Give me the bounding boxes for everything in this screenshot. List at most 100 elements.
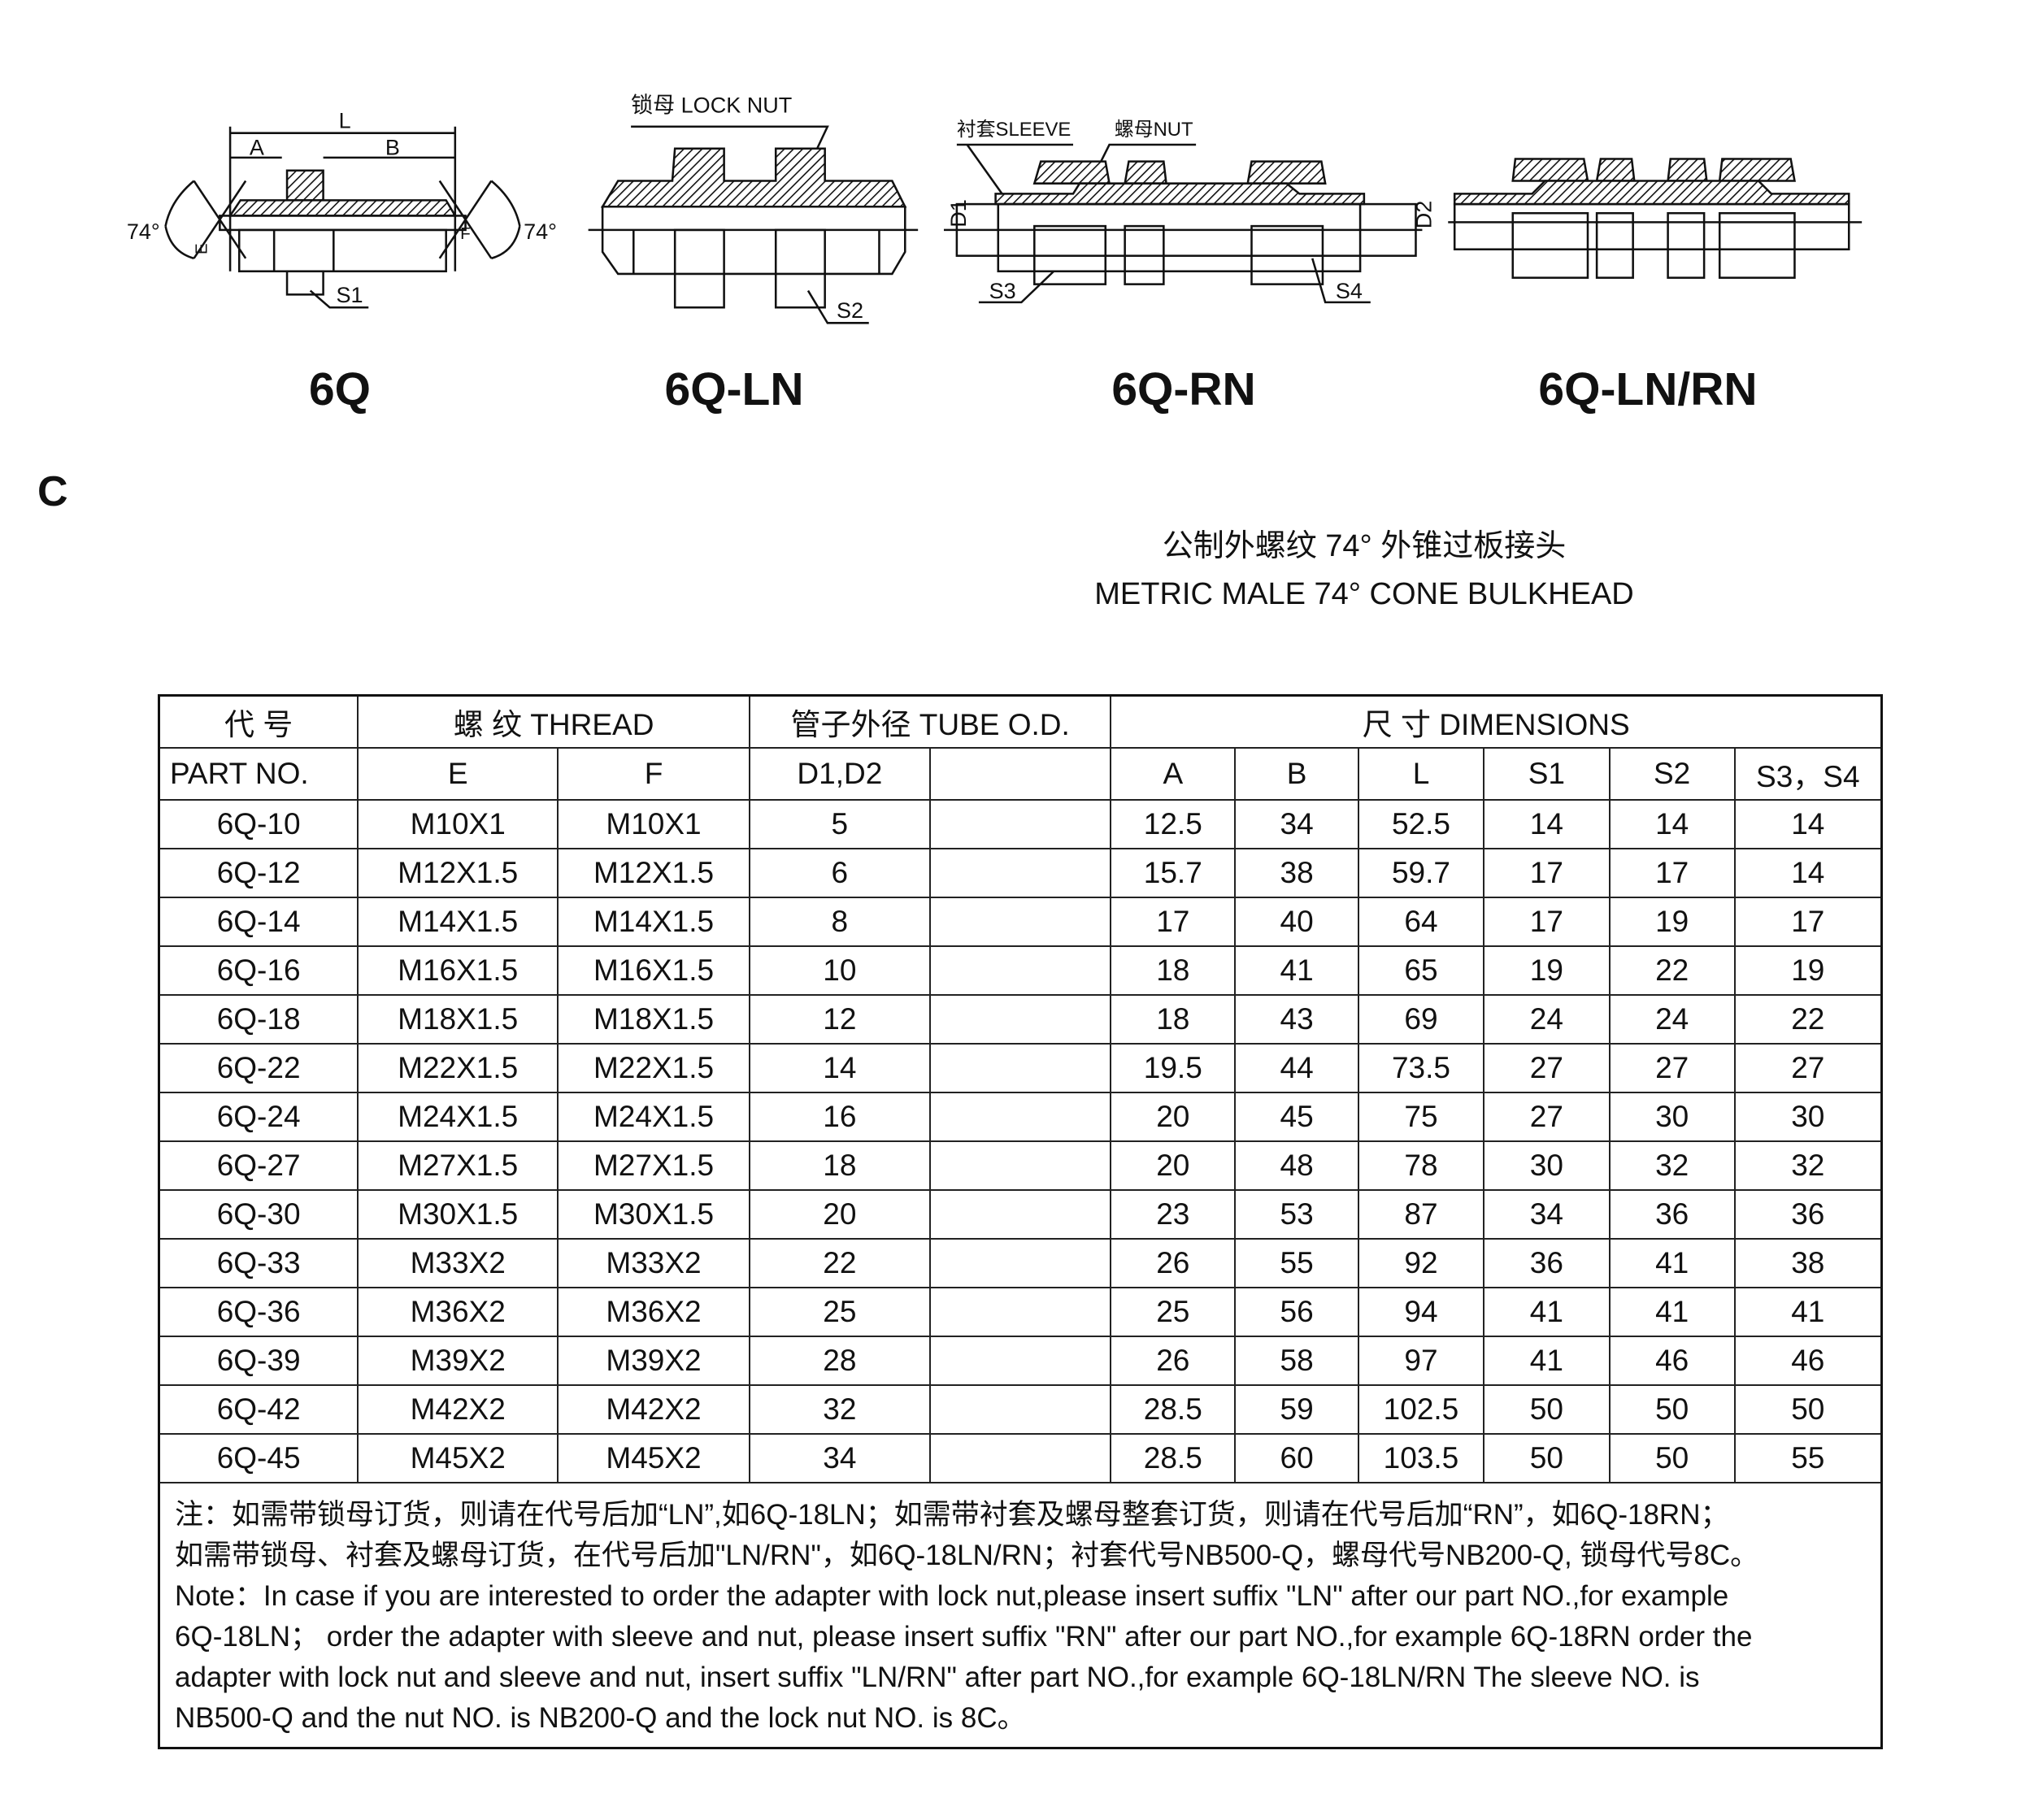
table-cell: 38 bbox=[1733, 1238, 1883, 1288]
table-cell: 78 bbox=[1358, 1140, 1484, 1191]
table-row: 6Q-18 M18X1.5 M18X1.5 12 18 43 69 24 24 22 bbox=[158, 994, 1883, 1045]
table-cell: 14 bbox=[1733, 848, 1883, 898]
table-cell: 6Q-42 bbox=[158, 1384, 359, 1435]
table-cell: M12X1.5 bbox=[557, 848, 750, 898]
label-F: F bbox=[460, 224, 471, 243]
table-cell: 6 bbox=[748, 848, 931, 898]
label-B: B bbox=[385, 136, 400, 160]
table-cell: 50 bbox=[1733, 1384, 1883, 1435]
table-cell: 41 bbox=[1608, 1238, 1736, 1288]
table-cell bbox=[928, 1043, 1112, 1093]
table-cell: 75 bbox=[1358, 1092, 1484, 1142]
label-D2: D2 bbox=[1412, 201, 1437, 229]
table-cell: 18 bbox=[1110, 994, 1237, 1045]
table-cell: 6Q-16 bbox=[158, 945, 359, 996]
table-cell: 59 bbox=[1234, 1384, 1360, 1435]
table-cell: 34 bbox=[748, 1433, 931, 1483]
table-cell: 26 bbox=[1110, 1238, 1237, 1288]
table-cell: M42X2 bbox=[557, 1384, 750, 1435]
label-E: E bbox=[192, 243, 211, 254]
table-cell: 69 bbox=[1358, 994, 1484, 1045]
label-D1: D1 bbox=[946, 199, 971, 228]
table-cell: 6Q-33 bbox=[158, 1238, 359, 1288]
table-cell: 59.7 bbox=[1358, 848, 1484, 898]
table-cell: 43 bbox=[1234, 994, 1360, 1045]
table-cell: 14 bbox=[1482, 799, 1611, 849]
table-cell: M10X1 bbox=[357, 799, 559, 849]
table-cell: 18 bbox=[748, 1140, 931, 1191]
table-cell bbox=[928, 799, 1112, 849]
table-cell: 20 bbox=[748, 1189, 931, 1240]
table-cell: M16X1.5 bbox=[557, 945, 750, 996]
table-cell: 30 bbox=[1733, 1092, 1883, 1142]
table-cell: 40 bbox=[1234, 897, 1360, 947]
table-row: 6Q-14 M14X1.5 M14X1.5 8 17 40 64 17 19 17 bbox=[158, 897, 1883, 947]
drawing-6q-ln: 锁母 LOCK NUT S2 bbox=[588, 93, 919, 324]
table-cell: 6Q-12 bbox=[158, 848, 359, 898]
table-cell: M14X1.5 bbox=[557, 897, 750, 947]
table-cell: 22 bbox=[748, 1238, 931, 1288]
table-cell bbox=[928, 897, 1112, 947]
table-cell: 6Q-10 bbox=[158, 799, 359, 849]
table-cell: M42X2 bbox=[357, 1384, 559, 1435]
table-cell: 6Q-18 bbox=[158, 994, 359, 1045]
table-cell: 56 bbox=[1234, 1287, 1360, 1337]
header-f: F bbox=[557, 747, 750, 801]
table-cell: 14 bbox=[1733, 799, 1883, 849]
table-cell: 28.5 bbox=[1110, 1384, 1237, 1435]
header-s2: S2 bbox=[1608, 747, 1736, 801]
table-cell: 22 bbox=[1733, 994, 1883, 1045]
label-S1: S1 bbox=[337, 283, 363, 307]
table-cell bbox=[928, 1336, 1112, 1386]
table-cell: 5 bbox=[748, 799, 931, 849]
table-cell: 17 bbox=[1733, 897, 1883, 947]
table-cell: 19 bbox=[1482, 945, 1611, 996]
table-cell: 20 bbox=[1110, 1092, 1237, 1142]
table-cell: M22X1.5 bbox=[357, 1043, 559, 1093]
table-cell: 50 bbox=[1608, 1384, 1736, 1435]
table-row: 6Q-39 M39X2 M39X2 28 26 58 97 41 46 46 bbox=[158, 1336, 1883, 1386]
table-cell: 102.5 bbox=[1358, 1384, 1484, 1435]
table-cell: 28 bbox=[748, 1336, 931, 1386]
table-cell: M36X2 bbox=[357, 1287, 559, 1337]
table-cell: 23 bbox=[1110, 1189, 1237, 1240]
label-nut: 螺母NUT bbox=[1115, 119, 1193, 141]
table-cell: 6Q-45 bbox=[158, 1433, 359, 1483]
label-sleeve: 衬套SLEEVE bbox=[957, 119, 1071, 141]
table-cell: 18 bbox=[1110, 945, 1237, 996]
table-cell: 27 bbox=[1482, 1043, 1611, 1093]
header-dimensions: 尺 寸 DIMENSIONS bbox=[1110, 694, 1883, 749]
table-cell: M33X2 bbox=[357, 1238, 559, 1288]
table-row: 6Q-24 M24X1.5 M24X1.5 16 20 45 75 27 30 30 bbox=[158, 1092, 1883, 1142]
table-cell: 32 bbox=[1608, 1140, 1736, 1191]
table-cell: 41 bbox=[1482, 1336, 1611, 1386]
table-cell bbox=[928, 1433, 1112, 1483]
table-cell: M10X1 bbox=[557, 799, 750, 849]
table-cell: M45X2 bbox=[557, 1433, 750, 1483]
header-tube-od: 管子外径 TUBE O.D. bbox=[748, 694, 1112, 749]
table-cell: 10 bbox=[748, 945, 931, 996]
table-cell bbox=[928, 848, 1112, 898]
note-line: NB500-Q and the nut NO. is NB200-Q and t… bbox=[175, 1702, 1026, 1734]
table-cell: 27 bbox=[1733, 1043, 1883, 1093]
header-row-2: PART NO. E F D1,D2 A B L S1 S2 S3，S4 bbox=[158, 747, 1883, 801]
note-line: 注：如需带锁母订货，则请在代号后加“LN”,如6Q-18LN；如需带衬套及螺母整… bbox=[175, 1499, 1729, 1531]
label-S2: S2 bbox=[837, 298, 863, 323]
title-english: METRIC MALE 74° CONE BULKHEAD bbox=[1094, 577, 1634, 611]
note-line: Note：In case if you are interested to or… bbox=[175, 1580, 1729, 1612]
dimensions-table: 代 号 螺 纹 THREAD 管子外径 TUBE O.D. 尺 寸 DIMENS… bbox=[158, 694, 1883, 1749]
header-l: L bbox=[1358, 747, 1484, 801]
label-angle-left: 74° bbox=[127, 219, 160, 244]
table-cell bbox=[928, 945, 1112, 996]
table-cell: M27X1.5 bbox=[557, 1140, 750, 1191]
table-cell: 41 bbox=[1733, 1287, 1883, 1337]
table-cell: 32 bbox=[1733, 1140, 1883, 1191]
note-line: 6Q-18LN； order the adapter with sleeve a… bbox=[175, 1621, 1753, 1653]
table-cell: 41 bbox=[1234, 945, 1360, 996]
table-row: 6Q-10 M10X1 M10X1 5 12.5 34 52.5 14 14 14 bbox=[158, 799, 1883, 849]
table-cell: 41 bbox=[1482, 1287, 1611, 1337]
section-letter: C bbox=[37, 468, 68, 515]
notes-row: 注：如需带锁母订货，则请在代号后加“LN”,如6Q-18LN；如需带衬套及螺母整… bbox=[158, 1482, 1883, 1749]
table-cell: 60 bbox=[1234, 1433, 1360, 1483]
drawing-6q-rn: 衬套SLEEVE 螺母NUT D1 D2 S3 S4 bbox=[943, 119, 1437, 304]
